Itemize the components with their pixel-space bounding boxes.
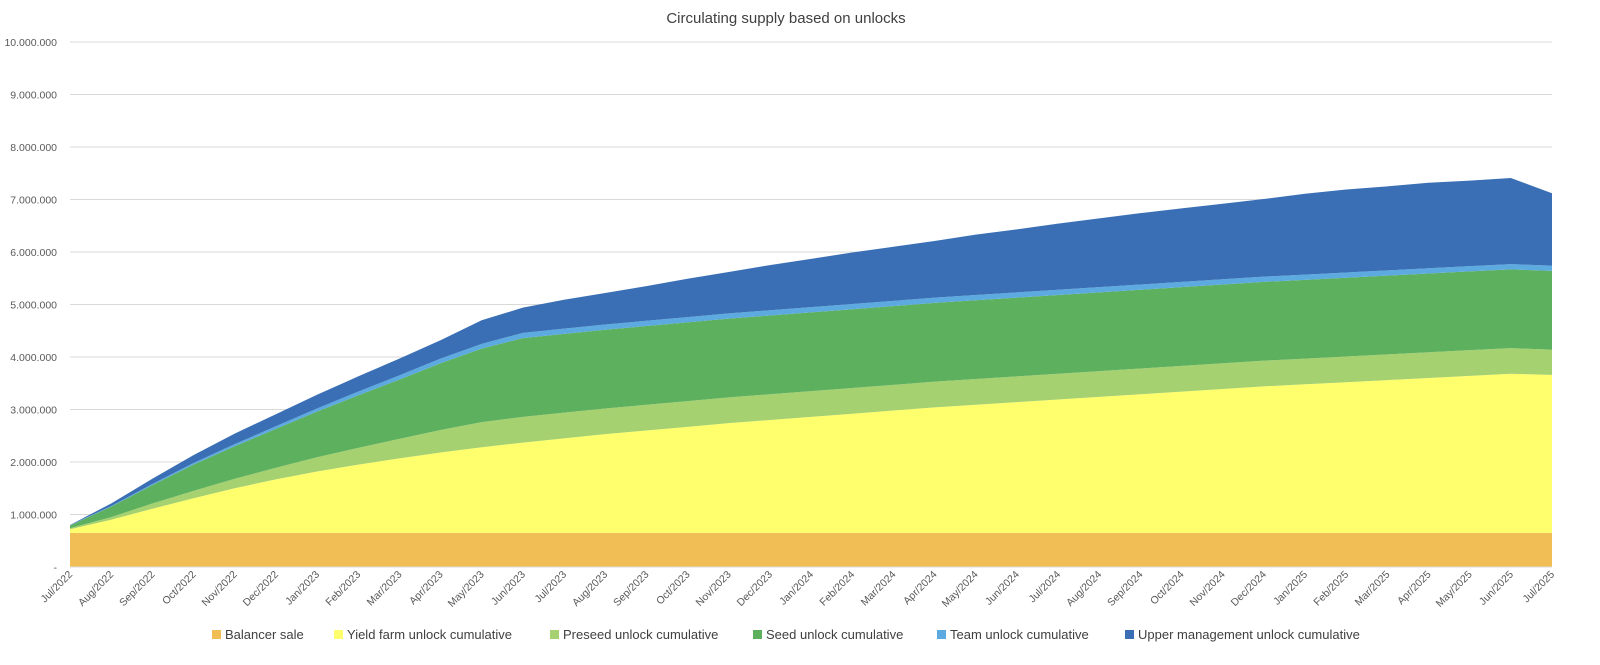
legend-label: Team unlock cumulative	[950, 627, 1089, 642]
x-tick-label: Jun/2024	[983, 569, 1022, 608]
legend-item: Upper management unlock cumulative	[1125, 627, 1360, 642]
x-tick-label: Jul/2024	[1027, 569, 1064, 606]
legend-swatch	[550, 630, 559, 639]
area-yield-farm-unlock-cumulative	[70, 373, 1552, 533]
x-tick-label: Sep/2022	[117, 569, 157, 609]
x-tick-label: Oct/2024	[1148, 569, 1187, 608]
legend-swatch	[753, 630, 762, 639]
legend-label: Seed unlock cumulative	[766, 627, 903, 642]
x-tick-label: Apr/2024	[901, 569, 940, 608]
x-tick-label: Oct/2023	[654, 569, 693, 608]
x-tick-label: Nov/2023	[694, 569, 734, 609]
x-tick-label: Nov/2022	[200, 569, 240, 609]
chart-title: Circulating supply based on unlocks	[666, 10, 905, 27]
x-tick-label: Jan/2024	[777, 569, 816, 608]
x-tick-label: Jun/2025	[1477, 569, 1516, 608]
x-tick-label: Jan/2025	[1271, 569, 1310, 608]
legend-swatch	[212, 630, 221, 639]
legend-label: Balancer sale	[225, 627, 304, 642]
y-tick-label: 6.000.000	[10, 247, 57, 259]
legend-swatch	[1125, 630, 1134, 639]
legend-label: Yield farm unlock cumulative	[347, 627, 512, 642]
legend-item: Yield farm unlock cumulative	[334, 627, 512, 642]
legend: Balancer sale Yield farm unlock cumulativ…	[212, 627, 1360, 642]
legend-swatch	[937, 630, 946, 639]
x-tick-label: Aug/2024	[1064, 569, 1104, 609]
x-tick-label: Mar/2025	[1353, 569, 1393, 609]
area-upper-management-unlock-cumulative	[70, 177, 1552, 526]
y-axis-ticks: - 1.000.000 2.000.000 3.000.000 4.000.000 5.0…	[4, 37, 57, 574]
legend-item: Preseed unlock cumulative	[550, 627, 718, 642]
y-tick-label: 5.000.000	[10, 300, 57, 312]
y-tick-label: 4.000.000	[10, 352, 57, 364]
x-tick-label: May/2025	[1434, 569, 1475, 610]
x-tick-label: Mar/2024	[859, 569, 899, 609]
x-axis: Jul/2022 Aug/2022 Sep/2022 Oct/2022 Nov/2022…	[39, 566, 1558, 610]
legend-item: Seed unlock cumulative	[753, 627, 903, 642]
y-tick-label: 10.000.000	[4, 37, 57, 49]
x-tick-label: Jul/2023	[533, 569, 570, 606]
x-tick-label: Jan/2023	[283, 569, 322, 608]
legend-item: Team unlock cumulative	[937, 627, 1089, 642]
x-tick-label: Jul/2022	[39, 569, 76, 606]
y-tick-label: 7.000.000	[10, 195, 57, 207]
area-seed-unlock-cumulative	[70, 269, 1552, 529]
x-tick-label: Jun/2023	[489, 569, 528, 608]
x-tick-label: Dec/2023	[735, 569, 775, 609]
legend-swatch	[334, 630, 343, 639]
x-tick-label: Jul/2025	[1521, 569, 1558, 606]
area-balancer-sale	[70, 532, 1552, 567]
y-tick-label: 9.000.000	[10, 90, 57, 102]
y-tick-label: 1.000.000	[10, 510, 57, 522]
x-tick-label: Sep/2024	[1105, 569, 1145, 609]
x-tick-label: Nov/2024	[1188, 569, 1228, 609]
x-tick-label: Aug/2022	[76, 569, 116, 609]
x-tick-label: Apr/2023	[407, 569, 446, 608]
x-tick-label: Aug/2023	[570, 569, 610, 609]
legend-label: Preseed unlock cumulative	[563, 627, 718, 642]
x-tick-label: Sep/2023	[611, 569, 651, 609]
x-tick-label: Dec/2022	[241, 569, 281, 609]
x-tick-label: Feb/2025	[1311, 569, 1351, 609]
y-tick-label: -	[54, 562, 58, 574]
x-tick-label: Dec/2024	[1229, 569, 1269, 609]
x-tick-label: May/2023	[446, 569, 487, 610]
x-tick-label: Feb/2023	[323, 569, 363, 609]
area-series	[70, 177, 1552, 567]
area-preseed-unlock-cumulative	[70, 348, 1552, 530]
y-tick-label: 3.000.000	[10, 405, 57, 417]
y-tick-label: 8.000.000	[10, 142, 57, 154]
x-tick-label: Apr/2025	[1395, 569, 1434, 608]
x-tick-label: Feb/2024	[817, 569, 857, 609]
legend-label: Upper management unlock cumulative	[1138, 627, 1360, 642]
y-tick-label: 2.000.000	[10, 457, 57, 469]
legend-item: Balancer sale	[212, 627, 304, 642]
x-tick-label: May/2024	[940, 569, 981, 610]
x-tick-label: Oct/2022	[160, 569, 199, 608]
x-tick-label: Mar/2023	[365, 569, 405, 609]
